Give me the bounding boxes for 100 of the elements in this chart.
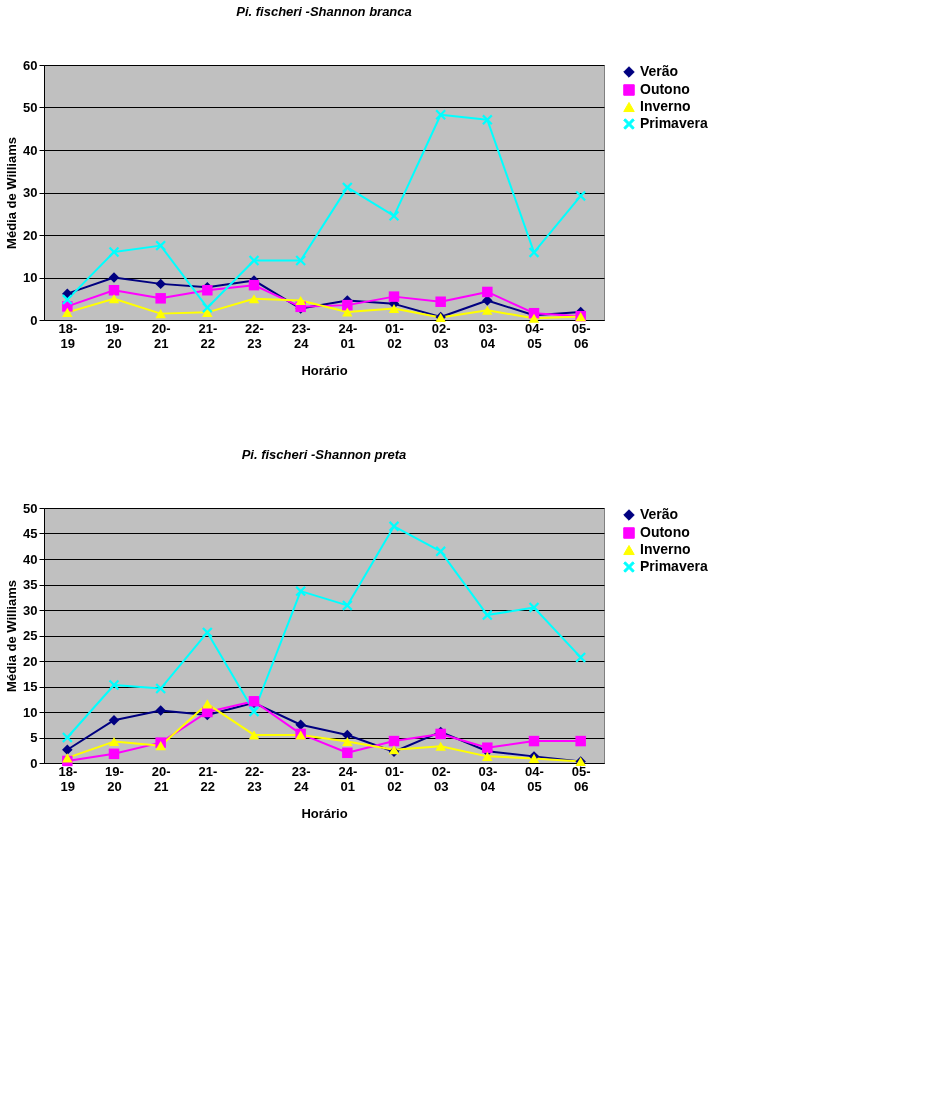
- point: [155, 741, 166, 751]
- point: [435, 296, 446, 307]
- point: [482, 286, 493, 298]
- y-tick-label: 50: [23, 500, 38, 516]
- point: [108, 748, 120, 760]
- x-tick-label: 05-06: [571, 763, 591, 794]
- point: [482, 751, 493, 761]
- point: [388, 291, 400, 302]
- x-tick-label: 04-05: [525, 763, 544, 794]
- point: [435, 109, 446, 120]
- point: [575, 735, 586, 747]
- y-tick-label: 20: [23, 227, 38, 243]
- point: [388, 210, 400, 222]
- y-tick-label: 15: [23, 679, 38, 694]
- point: [155, 293, 166, 304]
- point: [108, 272, 120, 283]
- point: [155, 240, 166, 251]
- point: [248, 279, 260, 291]
- point: [388, 303, 400, 314]
- point: [108, 285, 120, 296]
- point: [342, 299, 353, 311]
- point: [435, 546, 446, 557]
- point: [155, 705, 166, 716]
- point: [62, 294, 73, 305]
- point: [482, 742, 493, 753]
- x-tick-label: 02-03: [431, 320, 451, 351]
- point: [248, 706, 260, 717]
- x-tick-label: 01-02: [385, 763, 404, 794]
- point: [482, 114, 493, 126]
- point: [155, 309, 166, 319]
- point: [62, 732, 73, 743]
- point: [295, 585, 306, 597]
- x-tick-label: 05-06: [571, 320, 591, 351]
- y-tick-label: 60: [23, 57, 38, 73]
- point: [388, 521, 400, 532]
- x-tick-label: 02-03: [431, 763, 451, 794]
- point: [342, 600, 353, 611]
- x-tick-label: 18-19: [58, 320, 78, 351]
- x-tick-label: 20-21: [151, 763, 171, 794]
- point: [575, 652, 586, 663]
- y-axis-title: Média de Williams: [4, 137, 20, 249]
- point: [342, 182, 353, 193]
- y-axis-title: Média de Williams: [4, 580, 20, 692]
- x-tick-label: 24-01: [338, 763, 358, 794]
- x-tick-label: 20-21: [151, 320, 171, 351]
- point: [248, 730, 260, 740]
- point: [202, 627, 213, 638]
- y-tick-label: 40: [23, 142, 38, 158]
- legend-label: Inverno: [640, 541, 691, 557]
- legend-label: Primavera: [640, 558, 708, 574]
- point: [62, 744, 73, 755]
- x-tick-label: 22-23: [245, 763, 264, 794]
- legend-label: Primavera: [640, 115, 708, 131]
- point: [108, 679, 120, 691]
- x-axis-title: Horário: [301, 362, 348, 378]
- y-tick-label: 30: [23, 602, 38, 618]
- point: [108, 714, 120, 726]
- point: [295, 719, 306, 730]
- x-tick-label: 21-22: [198, 320, 218, 351]
- y-tick-label: 0: [30, 312, 38, 328]
- point: [108, 246, 120, 258]
- legend-label: Verão: [640, 63, 679, 79]
- x-tick-label: 01-02: [385, 320, 404, 351]
- point: [108, 737, 120, 747]
- point: [155, 683, 166, 694]
- y-tick-label: 10: [23, 704, 38, 720]
- point: [482, 305, 493, 315]
- legend-label: Verão: [640, 506, 679, 522]
- y-tick-label: 30: [23, 185, 38, 200]
- x-tick-label: 03-04: [478, 763, 498, 794]
- point: [248, 255, 260, 266]
- x-tick-label: 03-04: [478, 320, 498, 351]
- point: [435, 741, 446, 751]
- chart-title: Pi. fischeri -Shannon preta: [241, 447, 407, 462]
- y-tick-label: 20: [23, 653, 38, 669]
- x-tick-label: 23-24: [291, 320, 311, 351]
- x-tick-label: 19-20: [105, 320, 124, 351]
- point: [295, 295, 306, 305]
- point: [202, 699, 213, 709]
- legend-label: Outono: [640, 81, 690, 97]
- point: [388, 735, 400, 747]
- point: [108, 294, 120, 304]
- legend-label: Inverno: [640, 98, 691, 114]
- point: [342, 747, 353, 759]
- point: [342, 737, 353, 747]
- point: [528, 602, 540, 613]
- y-tick-label: 25: [23, 628, 38, 643]
- y-tick-label: 10: [23, 270, 38, 285]
- y-tick-label: 0: [30, 755, 38, 771]
- x-tick-label: 04-05: [525, 320, 544, 351]
- legend-label: Outono: [640, 524, 690, 540]
- x-tick-label: 23-24: [291, 763, 311, 794]
- y-tick-label: 5: [30, 730, 38, 745]
- point: [202, 302, 213, 313]
- y-tick-label: 50: [23, 100, 38, 115]
- x-tick-label: 21-22: [198, 763, 218, 794]
- point: [295, 255, 306, 266]
- x-axis-title: Horário: [301, 805, 348, 821]
- y-tick-label: 35: [23, 577, 38, 592]
- x-tick-label: 18-19: [58, 763, 78, 794]
